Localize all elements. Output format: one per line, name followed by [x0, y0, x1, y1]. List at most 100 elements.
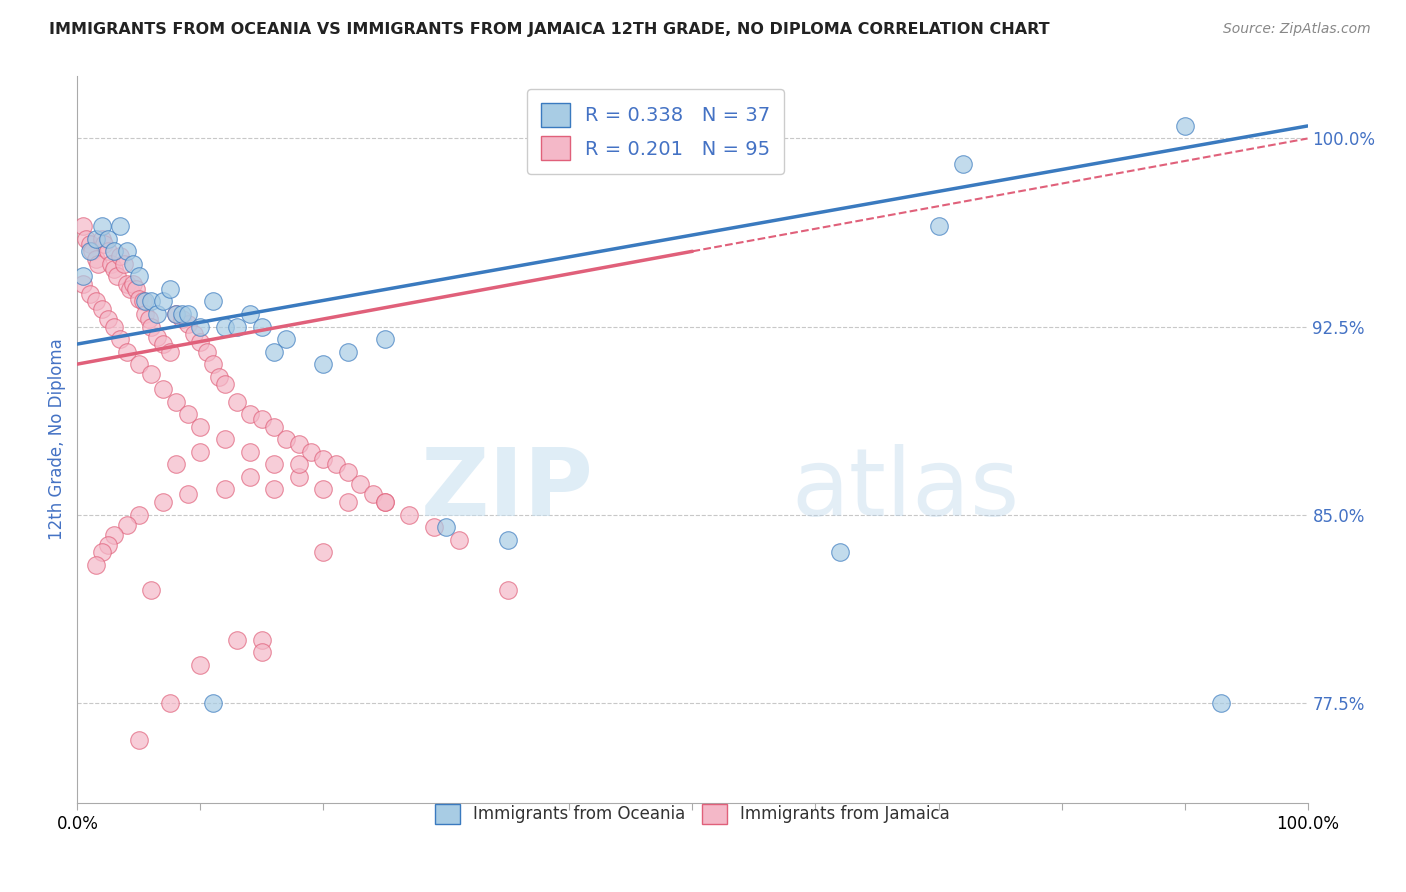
Point: [325, 458, 347, 472]
Point: [128, 508, 150, 522]
Point: [374, 495, 396, 509]
Point: [276, 332, 298, 346]
Point: [159, 344, 181, 359]
Point: [110, 249, 132, 263]
Point: [93, 236, 115, 251]
Point: [201, 696, 224, 710]
Point: [226, 319, 249, 334]
Point: [214, 483, 236, 497]
Point: [97, 232, 120, 246]
Point: [177, 487, 200, 501]
Legend: Immigrants from Oceania, Immigrants from Jamaica: Immigrants from Oceania, Immigrants from…: [427, 797, 957, 830]
Point: [1174, 119, 1197, 133]
Point: [159, 282, 181, 296]
Point: [214, 432, 236, 446]
Point: [195, 344, 218, 359]
Point: [103, 261, 125, 276]
Point: [90, 219, 114, 234]
Point: [103, 319, 125, 334]
Point: [312, 483, 335, 497]
Point: [138, 312, 160, 326]
Point: [121, 257, 143, 271]
Point: [188, 334, 212, 349]
Point: [141, 367, 163, 381]
Point: [337, 465, 360, 479]
Point: [436, 520, 458, 534]
Point: [100, 257, 122, 271]
Point: [72, 219, 94, 234]
Point: [374, 332, 396, 346]
Point: [263, 344, 285, 359]
Point: [239, 307, 262, 321]
Point: [188, 319, 212, 334]
Point: [214, 319, 236, 334]
Point: [288, 437, 311, 451]
Point: [141, 319, 163, 334]
Point: [84, 294, 107, 309]
Point: [239, 407, 262, 421]
Point: [128, 269, 150, 284]
Point: [110, 332, 132, 346]
Point: [159, 696, 181, 710]
Point: [250, 632, 273, 647]
Point: [250, 412, 273, 426]
Point: [125, 282, 148, 296]
Point: [165, 458, 187, 472]
Point: [72, 269, 94, 284]
Point: [239, 470, 262, 484]
Point: [115, 277, 138, 291]
Point: [79, 287, 101, 301]
Point: [1211, 696, 1233, 710]
Point: [103, 244, 125, 259]
Point: [312, 545, 335, 559]
Point: [152, 294, 174, 309]
Point: [141, 294, 163, 309]
Point: [830, 545, 852, 559]
Point: [146, 307, 169, 321]
Point: [288, 470, 311, 484]
Point: [183, 326, 205, 341]
Point: [250, 645, 273, 659]
Point: [288, 458, 311, 472]
Point: [337, 495, 360, 509]
Point: [226, 394, 249, 409]
Point: [263, 483, 285, 497]
Point: [952, 156, 974, 170]
Point: [141, 582, 163, 597]
Point: [115, 517, 138, 532]
Point: [112, 257, 135, 271]
Point: [398, 508, 420, 522]
Point: [84, 558, 107, 572]
Point: [165, 307, 187, 321]
Point: [90, 545, 114, 559]
Point: [299, 445, 322, 459]
Point: [496, 582, 519, 597]
Point: [312, 357, 335, 371]
Point: [263, 458, 285, 472]
Point: [177, 407, 200, 421]
Point: [103, 527, 125, 541]
Point: [87, 257, 110, 271]
Point: [115, 244, 138, 259]
Point: [146, 329, 169, 343]
Point: [177, 307, 200, 321]
Point: [177, 317, 200, 331]
Text: atlas: atlas: [792, 444, 1019, 536]
Point: [496, 533, 519, 547]
Point: [152, 382, 174, 396]
Point: [105, 269, 128, 284]
Point: [188, 657, 212, 672]
Point: [97, 312, 120, 326]
Point: [263, 419, 285, 434]
Point: [165, 307, 187, 321]
Point: [214, 377, 236, 392]
Point: [128, 357, 150, 371]
Point: [928, 219, 950, 234]
Point: [423, 520, 446, 534]
Point: [79, 236, 101, 251]
Point: [128, 292, 150, 306]
Point: [84, 252, 107, 266]
Point: [250, 319, 273, 334]
Point: [82, 244, 104, 259]
Point: [134, 307, 156, 321]
